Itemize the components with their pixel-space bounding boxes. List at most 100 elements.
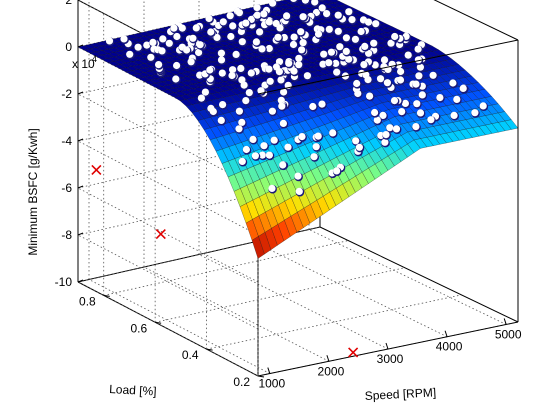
sample-point [459, 84, 467, 92]
sample-point [453, 95, 461, 103]
sample-point [213, 33, 221, 42]
sample-point [333, 167, 341, 175]
sample-point [336, 43, 344, 51]
sample-point [429, 71, 437, 79]
sample-point [412, 123, 420, 131]
y-tick-label: 0.8 [79, 294, 96, 308]
sample-point [323, 10, 331, 18]
sample-point [366, 92, 374, 100]
x-tick-label: 2000 [318, 364, 345, 378]
grid-line [143, 266, 330, 362]
sample-point [147, 53, 155, 61]
sample-point [413, 100, 421, 108]
sample-point [381, 138, 389, 146]
sample-point [373, 116, 381, 124]
sample-point [159, 35, 167, 43]
sample-point [217, 56, 226, 64]
sample-point [380, 56, 389, 64]
grid-line [88, 279, 271, 374]
sample-point [404, 51, 412, 59]
grid-line [77, 187, 259, 283]
sample-point [183, 46, 191, 54]
sample-point [189, 34, 197, 42]
sample-point [364, 76, 372, 84]
sample-point [280, 88, 288, 96]
x-marker-stroke [348, 347, 359, 358]
z-tick-label: 0 [65, 40, 72, 54]
sample-point [228, 71, 236, 80]
sample-point [318, 4, 326, 12]
sample-point [235, 107, 243, 115]
sample-point [277, 76, 285, 84]
sample-point [235, 9, 243, 17]
sample-point [390, 97, 399, 105]
sample-point [398, 108, 406, 116]
x-tick-label: 5000 [495, 327, 522, 341]
sample-point [229, 66, 237, 74]
sample-point [412, 80, 420, 88]
sample-point [311, 0, 319, 6]
sample-point [290, 67, 298, 75]
sample-point [372, 20, 380, 28]
y-tick [257, 375, 265, 378]
sample-point [479, 102, 487, 110]
sample-point [449, 79, 457, 87]
sample-point [301, 0, 309, 4]
sample-point [206, 66, 214, 74]
sample-point [414, 56, 422, 64]
sample-point [240, 81, 248, 89]
grid-line [77, 93, 259, 189]
x-marker [91, 164, 102, 176]
sample-point [256, 28, 264, 36]
grid-line [77, 234, 259, 330]
chart-tick-labels: -10 -8 -6 -4 -2 0 2 0.2 0.4 0.6 0.8 1000 2000 3000 400… [55, 0, 522, 391]
sample-point [382, 131, 390, 139]
sample-point [320, 50, 328, 58]
surface-cell [504, 119, 519, 130]
sample-point [201, 88, 209, 96]
z-tick-label: -10 [55, 275, 73, 289]
grid-line [77, 132, 321, 189]
sample-point [285, 59, 293, 67]
sample-point [387, 39, 395, 47]
sample-point [149, 38, 157, 47]
sample-point [242, 19, 250, 27]
grid-line [77, 140, 259, 236]
sample-point [310, 153, 318, 161]
sample-point [299, 39, 307, 47]
sample-point [361, 42, 369, 51]
sample-point [268, 184, 276, 192]
sample-point [245, 89, 253, 97]
sample-point [360, 61, 368, 69]
sample-point [249, 135, 257, 143]
z-tick [77, 138, 84, 142]
z-tick [77, 279, 84, 283]
sample-point [391, 32, 399, 41]
sample-point [260, 10, 268, 18]
z-tick [77, 91, 84, 95]
sample-point [325, 25, 333, 33]
sample-point [242, 145, 250, 154]
sample-point [450, 111, 458, 119]
sample-point [143, 41, 151, 49]
x-tick-label: 4000 [436, 340, 463, 354]
sample-point [351, 35, 359, 43]
grid-line [206, 294, 462, 350]
sample-point [235, 125, 243, 133]
sample-point [334, 11, 342, 19]
sample-point [401, 99, 409, 107]
sample-point [318, 100, 326, 108]
sample-point [332, 59, 340, 67]
sample-point [334, 27, 342, 35]
grid-line [77, 179, 321, 236]
sample-point [314, 30, 323, 38]
z-multiplier-label: x 10 [72, 57, 95, 71]
sample-point [295, 187, 303, 195]
sample-point [364, 18, 373, 26]
sample-point [258, 151, 266, 159]
sample-point [192, 24, 200, 32]
sample-point [126, 50, 134, 58]
sample-point [396, 76, 405, 84]
sample-point [345, 8, 353, 16]
